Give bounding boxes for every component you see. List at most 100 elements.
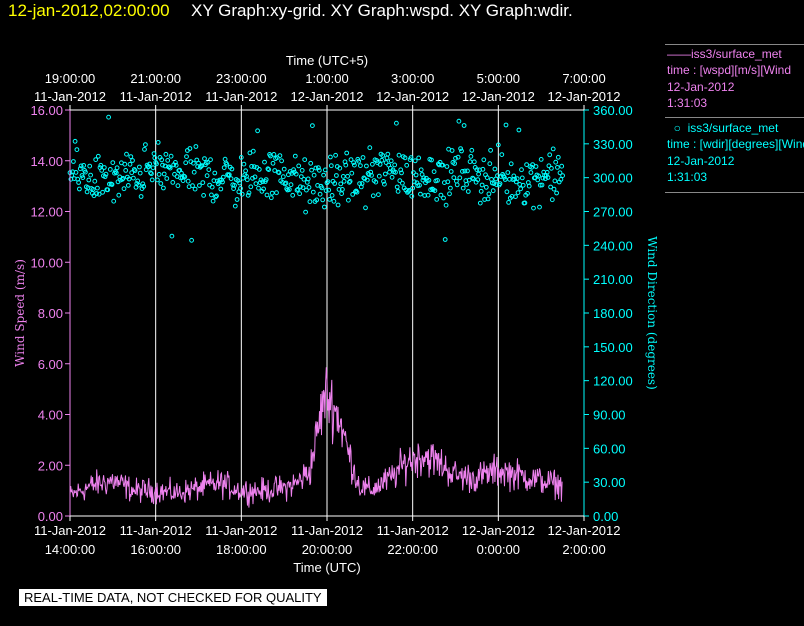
bottom-x-tick-date-3: 11-Jan-2012 xyxy=(291,523,363,538)
wind-direction-point-331 xyxy=(351,160,357,166)
wind-direction-point-216 xyxy=(252,174,258,180)
wind-direction-point-23 xyxy=(87,163,93,169)
bottom-x-tick-date-2: 11-Jan-2012 xyxy=(205,523,277,538)
wind-direction-point-387 xyxy=(399,170,404,176)
wind-direction-point-323 xyxy=(344,150,350,156)
wind-direction-point-198 xyxy=(237,180,243,186)
wind-direction-point-467 xyxy=(467,159,473,165)
wind-direction-point-452 xyxy=(454,182,460,188)
wind-direction-point-82 xyxy=(137,170,143,176)
wind-direction-point-465 xyxy=(465,189,471,194)
wind-direction-point-93 xyxy=(147,161,153,167)
wind-direction-point-209 xyxy=(246,190,252,196)
wind-direction-point-236 xyxy=(269,190,275,196)
wind-direction-point-353 xyxy=(370,161,375,167)
header-date-time: 12-jan-2012,02:00:00 xyxy=(8,1,170,20)
wind-direction-point-368 xyxy=(382,171,388,177)
wind-direction-point-227 xyxy=(262,159,267,165)
wind-direction-point-329 xyxy=(349,170,355,176)
legend-wind-direction: ○ iss3/surface_met time : [wdir][degrees… xyxy=(667,120,804,185)
wind-direction-point-50 xyxy=(110,160,116,166)
wind-direction-point-491 xyxy=(488,147,494,153)
wind-direction-point-119 xyxy=(169,233,175,239)
wind-direction-point-280 xyxy=(307,199,313,205)
wind-direction-point-161 xyxy=(205,159,211,165)
wind-direction-point-247 xyxy=(279,158,285,164)
left-y-tick-label-4: 8.00 xyxy=(38,306,63,321)
wind-direction-point-222 xyxy=(257,180,263,186)
wind-direction-point-132 xyxy=(180,178,186,184)
wind-direction-point-422 xyxy=(429,157,434,163)
bottom-x-tick-date-4: 11-Jan-2012 xyxy=(377,523,449,538)
wind-direction-point-264 xyxy=(293,171,299,177)
wind-direction-point-113 xyxy=(164,176,170,181)
legend-wdir-line1: time : [wdir][degrees][Wind xyxy=(667,137,804,152)
wind-direction-point-88 xyxy=(143,142,148,148)
wind-direction-point-232 xyxy=(266,167,272,173)
wind-direction-point-303 xyxy=(327,197,333,202)
wind-direction-point-574 xyxy=(559,163,565,169)
wind-direction-point-342 xyxy=(360,155,366,160)
wind-direction-point-292 xyxy=(317,191,323,197)
wind-direction-point-461 xyxy=(462,168,468,174)
bottom-x-tick-time-2: 18:00:00 xyxy=(216,542,267,557)
left-y-axis-title: Wind Speed (m/s) xyxy=(13,259,27,367)
wind-direction-point-486 xyxy=(483,184,489,190)
wind-direction-point-410 xyxy=(418,167,424,173)
wind-direction-point-295 xyxy=(320,197,326,203)
wind-direction-point-379 xyxy=(392,162,398,168)
wind-direction-point-65 xyxy=(123,168,129,173)
wind-direction-point-142 xyxy=(189,237,195,243)
wind-direction-point-566 xyxy=(552,178,558,184)
wind-direction-point-436 xyxy=(441,195,446,201)
header-graph-title: XY Graph:xy-grid. XY Graph:wspd. XY Grap… xyxy=(191,1,573,20)
wind-direction-point-285 xyxy=(311,172,317,178)
top-x-tick-date-3: 12-Jan-2012 xyxy=(291,89,364,104)
wind-direction-point-101 xyxy=(154,161,159,167)
wind-direction-point-42 xyxy=(103,171,109,177)
wind-direction-point-360 xyxy=(376,192,381,198)
bottom-x-tick-time-6: 2:00:00 xyxy=(562,542,605,557)
left-y-tick-label-7: 14.00 xyxy=(30,154,63,169)
wind-direction-point-439 xyxy=(443,202,449,208)
wind-direction-point-409 xyxy=(418,191,423,197)
wind-direction-point-526 xyxy=(518,186,523,192)
top-x-tick-date-5: 12-Jan-2012 xyxy=(462,89,535,104)
wind-direction-point-396 xyxy=(406,188,412,193)
wind-direction-point-97 xyxy=(150,165,156,171)
wind-direction-point-123 xyxy=(173,160,178,165)
wind-direction-point-144 xyxy=(191,160,196,166)
wind-direction-point-47 xyxy=(107,167,113,172)
wind-direction-point-169 xyxy=(212,170,218,176)
bottom-x-tick-time-5: 0:00:00 xyxy=(477,542,520,557)
wind-direction-point-102 xyxy=(155,177,160,183)
wind-direction-point-376 xyxy=(389,174,395,180)
wind-direction-point-256 xyxy=(286,187,292,192)
wind-direction-point-297 xyxy=(322,204,327,210)
wind-direction-point-117 xyxy=(167,165,173,171)
wind-direction-point-302 xyxy=(326,187,332,193)
axes xyxy=(65,105,589,521)
wind-direction-point-95 xyxy=(149,171,154,177)
wind-direction-point-281 xyxy=(308,160,314,166)
wind-direction-point-164 xyxy=(208,157,213,163)
wind-direction-point-380 xyxy=(393,169,398,175)
wind-direction-point-458 xyxy=(460,169,465,174)
wind-direction-point-130 xyxy=(179,170,184,176)
wind-direction-point-538 xyxy=(528,170,534,175)
wind-direction-point-315 xyxy=(337,165,343,171)
top-x-tick-time-2: 23:00:00 xyxy=(216,71,267,86)
wind-direction-point-103 xyxy=(155,140,161,145)
wind-direction-point-557 xyxy=(544,170,550,175)
bottom-x-axis-title: Time (UTC) xyxy=(293,560,360,575)
wind-direction-point-568 xyxy=(554,190,559,196)
wind-direction-point-350 xyxy=(367,145,373,151)
wind-direction-point-24 xyxy=(88,172,93,178)
wind-direction-point-252 xyxy=(283,180,289,186)
left-y-tick-label-3: 6.00 xyxy=(38,357,63,372)
left-y-tick-label-2: 4.00 xyxy=(38,408,63,423)
wind-direction-point-453 xyxy=(455,154,461,160)
wind-direction-point-279 xyxy=(306,185,312,190)
wind-direction-point-400 xyxy=(410,185,416,191)
wind-direction-point-412 xyxy=(420,177,426,183)
